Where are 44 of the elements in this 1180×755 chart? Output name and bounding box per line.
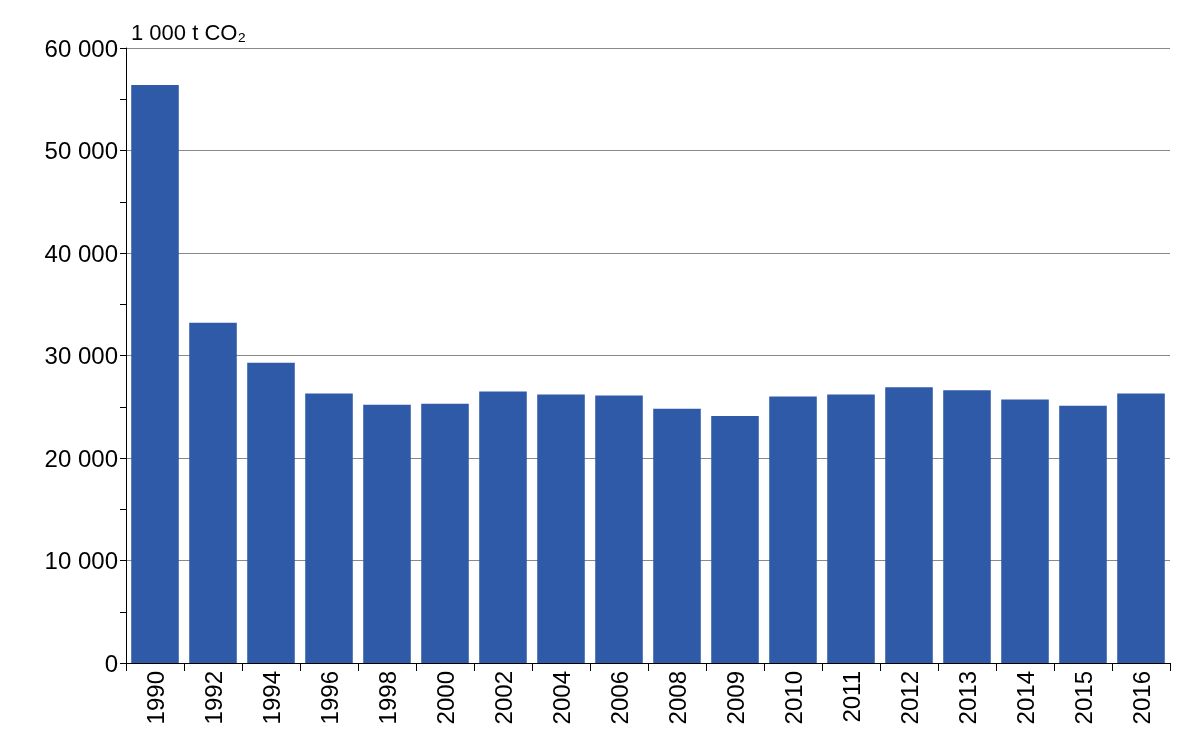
bar	[537, 394, 585, 663]
bar	[885, 387, 933, 663]
x-tick-label: 2000	[431, 671, 459, 725]
bar	[595, 395, 643, 663]
x-tick-label: 2008	[663, 671, 691, 725]
bar	[711, 415, 759, 663]
x-tick-label: 1990	[141, 671, 169, 725]
bar	[769, 396, 817, 663]
x-tick-label: 2015	[1069, 671, 1097, 725]
x-tick-label: 2010	[779, 671, 807, 725]
bar	[189, 322, 237, 663]
bar	[1117, 393, 1165, 663]
x-tick-label: 2012	[895, 671, 923, 725]
x-tick-label: 1994	[257, 671, 285, 725]
y-tick-label: 40 000	[44, 239, 118, 267]
x-tick-label: 2002	[489, 671, 517, 725]
bar	[943, 390, 991, 663]
bar	[1059, 405, 1107, 663]
y-tick-label: 60 000	[44, 34, 118, 62]
bar	[247, 362, 295, 663]
x-tick-label: 2004	[547, 671, 575, 725]
x-tick-label: 1998	[373, 671, 401, 725]
y-tick-label: 10 000	[44, 547, 118, 574]
bar	[653, 408, 701, 663]
x-tick-label: 2014	[1011, 671, 1039, 725]
bar	[421, 403, 469, 663]
bar	[1001, 399, 1049, 663]
x-tick-label: 1996	[315, 671, 343, 725]
y-tick-label: 30 000	[44, 342, 118, 369]
x-tick-label: 2006	[605, 671, 633, 725]
bar	[363, 404, 411, 663]
x-tick-label: 2011	[837, 671, 865, 723]
x-tick-label: 1992	[199, 671, 227, 725]
bar	[479, 391, 527, 663]
bar	[827, 394, 875, 663]
y-tick-label: 20 000	[44, 444, 118, 472]
x-tick-label: 2013	[953, 671, 981, 725]
x-tick-label: 2016	[1127, 671, 1155, 725]
y-tick-label: 50 000	[44, 137, 118, 164]
bar	[131, 84, 179, 663]
x-tick-label: 2009	[721, 671, 749, 725]
y-tick-label: 0	[104, 649, 118, 677]
y-axis-title: 1 000 t CO₂	[131, 19, 246, 45]
bar	[305, 393, 353, 663]
